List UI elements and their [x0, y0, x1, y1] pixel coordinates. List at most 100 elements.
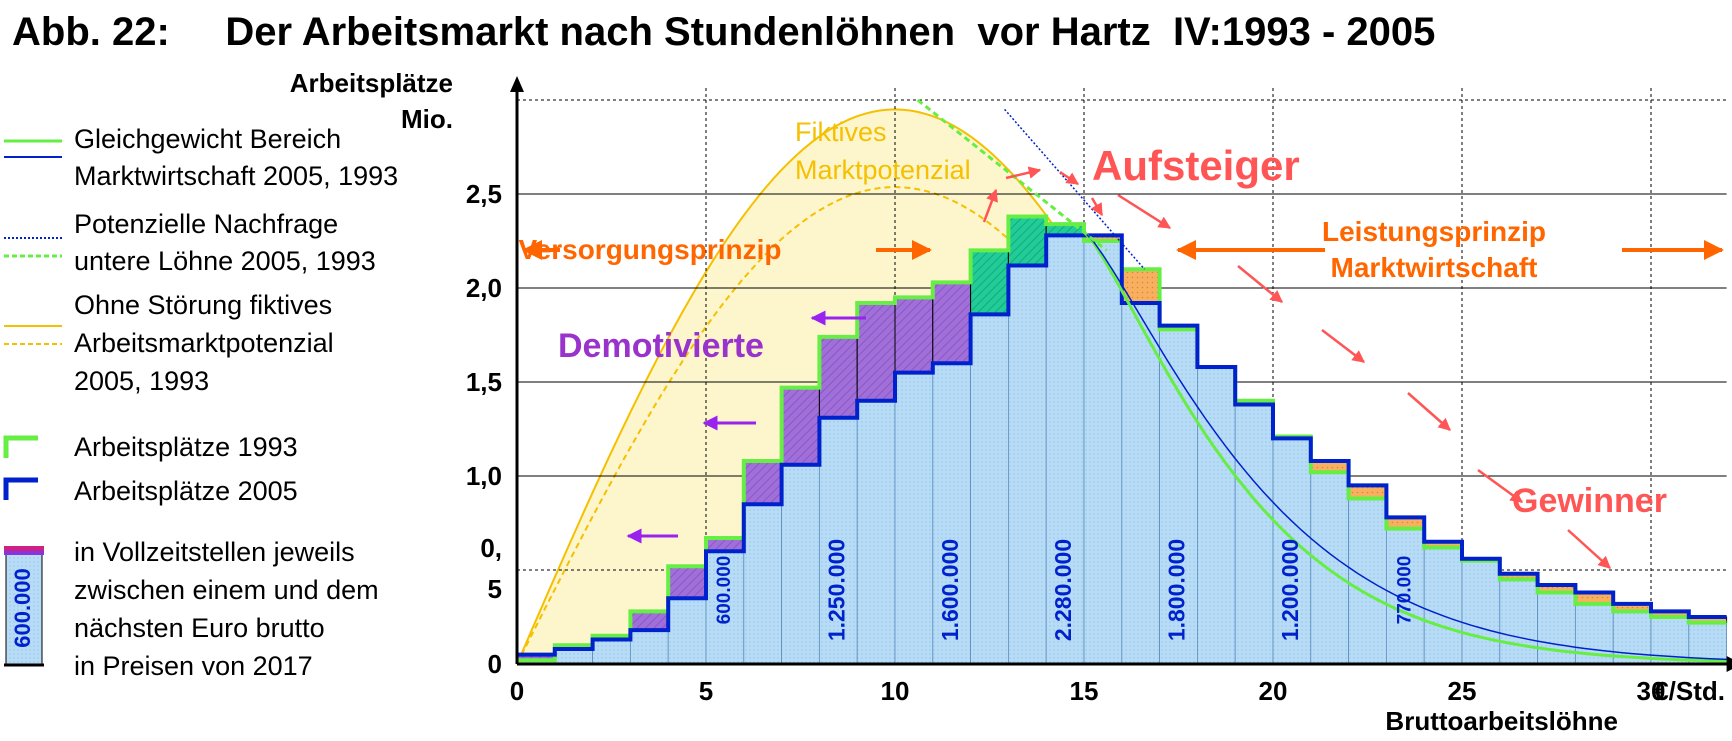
x-tick-label: 0 — [510, 676, 524, 706]
difference-bar — [932, 281, 972, 364]
arrow-aufsteiger — [1090, 197, 1104, 217]
bar — [970, 313, 1009, 665]
difference-bar — [818, 336, 858, 419]
potential-line-1993 — [516, 185, 1108, 665]
bar — [1461, 558, 1501, 665]
annotation-leistungsprinzip: Leistungsprinzip — [1322, 216, 1546, 247]
bar — [705, 550, 745, 665]
annotation-versorgungsprinzip: Versorgungsprinzip — [519, 234, 782, 265]
x-axis-arrow — [1726, 656, 1732, 672]
bar-value-label: 2.280.000 — [1050, 539, 1076, 641]
legend-text: Arbeitsplätze 2005 — [74, 476, 298, 506]
legend-item-2005: Arbeitsplätze 2005 — [3, 476, 298, 506]
x-tick-label: 10 — [881, 676, 910, 706]
legend-item-gleichgewicht: Gleichgewicht Bereich Marktwirtschaft 20… — [4, 124, 398, 191]
chart-title: Abb. 22: Der Arbeitsmarkt nach Stundenlö… — [12, 10, 1436, 54]
bar — [554, 648, 593, 665]
y-axis-unit: Mio. — [401, 104, 453, 134]
annotation-marktwirtschaft: Marktwirtschaft — [1331, 252, 1538, 283]
bar — [819, 417, 858, 665]
arrow-aufsteiger — [982, 188, 998, 223]
equilibrium-line-1993 — [1083, 231, 1727, 661]
potential-line-2005 — [516, 108, 1108, 665]
bar — [1197, 366, 1236, 665]
difference-bar — [667, 565, 707, 599]
bar — [781, 464, 820, 665]
step-lines — [517, 214, 1727, 663]
arrow-aufsteiger — [1059, 170, 1080, 186]
bar-value-label: 1.800.000 — [1164, 539, 1190, 641]
bar — [1121, 302, 1161, 665]
bar — [1423, 541, 1463, 665]
annotation-fiktives: Fiktives — [795, 117, 887, 147]
legend-text: 2005, 1993 — [74, 366, 209, 396]
bar — [1688, 616, 1728, 665]
annotation-demotivierte: Demotivierte — [558, 327, 764, 365]
legend-item-bar-sample: 600.000 in Vollzeitstellen jeweils zwisc… — [4, 537, 379, 681]
y-tick-label: 2,5 — [466, 179, 502, 209]
x-tick-label: 25 — [1448, 676, 1477, 706]
annotation-marktpotenzial: Marktpotenzial — [795, 155, 971, 185]
bar — [1083, 234, 1123, 665]
y-tick-label: 2,0 — [466, 273, 502, 303]
bar — [630, 629, 669, 665]
bar — [743, 503, 782, 665]
bar-value-label: 600.000 — [714, 556, 735, 625]
difference-bar — [894, 296, 934, 374]
y-axis-label: Arbeitsplätze — [290, 68, 453, 98]
legend-text: Arbeitsplätze 1993 — [74, 432, 298, 462]
difference-bar — [1121, 268, 1161, 304]
bar — [932, 362, 971, 665]
bar — [667, 597, 707, 665]
difference-bar — [629, 610, 669, 631]
legend: Gleichgewicht Bereich Marktwirtschaft 20… — [3, 124, 398, 681]
legend-text: in Preisen von 2017 — [74, 651, 313, 681]
bar — [592, 639, 631, 665]
arrow-aufsteiger — [1005, 166, 1042, 180]
y-tick-label-half-top: 0, — [480, 533, 502, 563]
bar — [894, 372, 934, 665]
equilibrium-line-2005 — [1082, 230, 1727, 663]
difference-bar — [970, 249, 1009, 315]
bar-value-label: 1.250.000 — [823, 539, 849, 641]
step-line-2005 — [517, 233, 1727, 657]
arrow-aufsteiger — [1407, 392, 1451, 431]
curves — [916, 98, 1727, 663]
bar-value-label: 1.600.000 — [937, 539, 963, 641]
arrow-aufsteiger — [1567, 529, 1611, 569]
difference-bar — [1007, 216, 1047, 266]
bar — [1159, 325, 1198, 665]
axes: 0 5 10 15 20 25 30 0 1,0 1,5 2,0 2,5 — [466, 76, 1732, 706]
difference-bar — [781, 387, 820, 466]
x-tick-label: 30 — [1637, 676, 1666, 706]
legend-text: Marktwirtschaft 2005, 1993 — [74, 161, 398, 191]
bar — [856, 400, 896, 665]
legend-text: nächsten Euro brutto — [74, 613, 325, 643]
arrow-aufsteiger — [1237, 265, 1283, 303]
legend-bar-label: 600.000 — [10, 568, 35, 648]
legend-text: untere Löhne 2005, 1993 — [74, 246, 376, 276]
arrow-aufsteiger — [1321, 329, 1365, 363]
x-tick-label: 5 — [699, 676, 713, 706]
legend-text: in Vollzeitstellen jeweils — [74, 537, 355, 567]
legend-item-fiktives-potenzial: Ohne Störung fiktives Arbeitsmarktpotenz… — [4, 290, 334, 396]
bar — [1045, 234, 1085, 665]
legend-text: Gleichgewicht Bereich — [74, 124, 341, 154]
bar-value-label: 770.000 — [1394, 556, 1415, 625]
legend-text: zwischen einem und dem — [74, 575, 379, 605]
x-tick-label: 15 — [1070, 676, 1099, 706]
bar — [1234, 404, 1274, 665]
y-tick-label: 1,0 — [466, 461, 502, 491]
bar — [1008, 265, 1047, 665]
y-tick-label: 1,5 — [466, 367, 502, 397]
bar — [1499, 573, 1539, 665]
legend-text: Potenzielle Nachfrage — [74, 209, 338, 239]
annotation-aufsteiger: Aufsteiger — [1092, 142, 1300, 189]
potential-demand-2005 — [1004, 108, 1146, 270]
y-tick-label-half-bottom: 5 — [488, 574, 502, 604]
bar — [1348, 484, 1387, 665]
legend-text: Ohne Störung fiktives — [74, 290, 332, 320]
x-tick-label: 20 — [1259, 676, 1288, 706]
legend-item-1993: Arbeitsplätze 1993 — [3, 432, 298, 462]
